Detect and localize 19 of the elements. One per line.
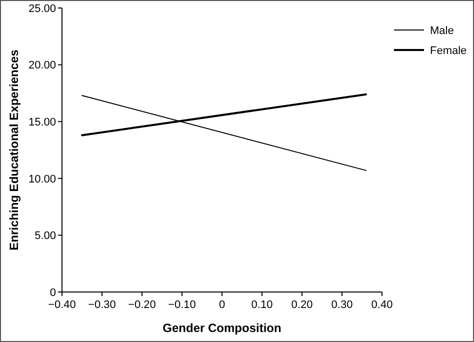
x-tick-label: −0.20: [128, 299, 156, 311]
x-tick-label: −0.10: [168, 299, 196, 311]
x-axis-title: Gender Composition: [162, 321, 282, 335]
y-tick-label: 10.00: [28, 173, 56, 186]
y-tick-label: 0: [50, 286, 56, 299]
y-tick-label: 5.00: [34, 230, 56, 242]
y-tick-label: 15.00: [28, 116, 56, 128]
x-tick-label: 0: [218, 299, 226, 311]
x-tick-label: 0.10: [251, 299, 273, 311]
legend-label: Female: [430, 44, 467, 57]
y-tick-label: 25.00: [28, 2, 56, 15]
x-tick-label: −0.40: [48, 299, 76, 311]
x-tick-label: −0.30: [88, 299, 116, 311]
x-tick-label: 0.40: [371, 299, 393, 311]
y-axis-title: Enriching Educational Experiences: [7, 49, 21, 250]
x-tick-label: 0.30: [331, 299, 353, 311]
legend-label: Male: [430, 24, 454, 37]
y-tick-label: 20.00: [28, 60, 56, 72]
x-tick-label: 0.20: [291, 299, 313, 311]
